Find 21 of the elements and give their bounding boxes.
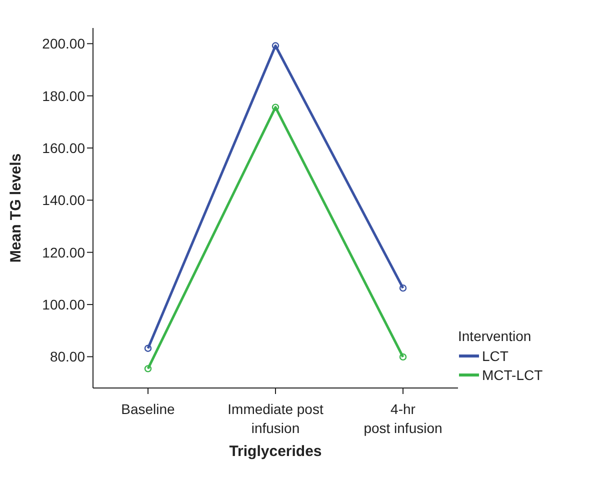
point: [144, 365, 152, 372]
x-tick-label: Baseline: [121, 401, 176, 417]
x-tick-label: Immediate post infusion: [228, 401, 324, 436]
y-tick-label: 140.00: [42, 192, 86, 208]
legend-title: Intervention: [458, 328, 532, 344]
y-tick-label: 160.00: [42, 140, 86, 156]
point: [272, 42, 280, 50]
y-tick-label: 200.00: [42, 36, 86, 52]
legend-label: LCT: [482, 348, 508, 364]
y-tick-label: 120.00: [42, 244, 86, 260]
point: [399, 284, 407, 292]
y-axis-title: Mean TG levels: [7, 153, 24, 263]
x-axis-title: Triglycerides: [229, 443, 322, 460]
x-tick-label: 4-hr post infusion: [364, 401, 442, 436]
point: [272, 104, 280, 111]
y-tick-label: 80.00: [50, 348, 86, 365]
y-tick-label: 100.00: [42, 296, 86, 312]
point: [399, 353, 407, 361]
y-tick-label: 180.00: [42, 88, 86, 104]
point: [144, 344, 152, 352]
legend-label: MCT-LCT: [482, 367, 543, 383]
